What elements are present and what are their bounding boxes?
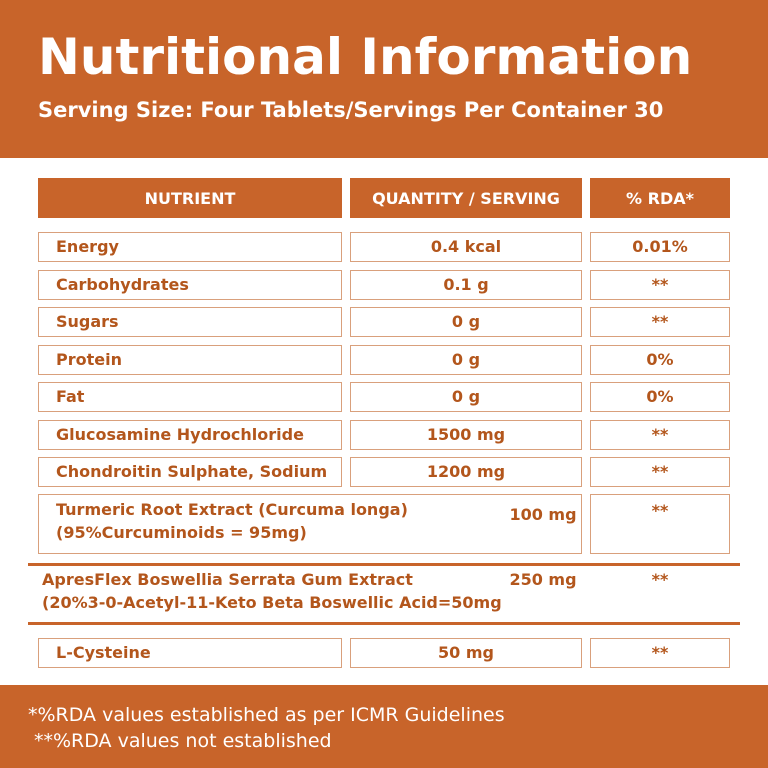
quantity: 100 mg [509, 505, 577, 524]
row-box [38, 270, 342, 300]
row-box [38, 345, 342, 375]
row-box [38, 232, 342, 262]
footnote: **%RDA values not established [34, 730, 332, 752]
nutrient: Chondroitin Sulphate, Sodium [56, 462, 328, 481]
nutrient: ApresFlex Boswellia Serrata Gum Extract … [42, 570, 502, 612]
row-box [38, 638, 342, 668]
nutrient: Turmeric Root Extract (Curcuma longa) (9… [56, 500, 408, 542]
row-box [350, 457, 582, 487]
rda: ** [651, 570, 669, 589]
quantity: 0.1 g [443, 275, 489, 294]
row-box [590, 457, 730, 487]
header-band [0, 0, 768, 158]
nutrient: Glucosamine Hydrochloride [56, 425, 304, 444]
nutrient: L-Cysteine [56, 643, 151, 662]
rda: ** [651, 462, 669, 481]
nutrient: Sugars [56, 312, 119, 331]
divider [28, 622, 740, 625]
rda: ** [651, 275, 669, 294]
row-box [350, 382, 582, 412]
row-box [350, 232, 582, 262]
quantity: 1200 mg [426, 462, 506, 481]
row-box [590, 345, 730, 375]
nutrient: Energy [56, 237, 119, 256]
quantity: 0 g [451, 387, 481, 406]
quantity: 0 g [451, 350, 481, 369]
row-box [590, 638, 730, 668]
rda: ** [651, 425, 669, 444]
rda: ** [651, 501, 669, 520]
footnote: *%RDA values established as per ICMR Gui… [28, 704, 505, 726]
row-box [350, 638, 582, 668]
title: Nutritional Information [38, 28, 693, 86]
row-box [350, 420, 582, 450]
rda: ** [651, 312, 669, 331]
row-box [38, 457, 342, 487]
row-box [590, 494, 730, 554]
divider [28, 563, 740, 566]
footer-band [0, 685, 768, 768]
row-box [590, 270, 730, 300]
row-box [590, 232, 730, 262]
row-box [590, 420, 730, 450]
row-box [590, 307, 730, 337]
rda: 0% [646, 350, 674, 369]
rda: 0% [646, 387, 674, 406]
row-box [590, 382, 730, 412]
column-header: NUTRIENT [38, 178, 342, 218]
quantity: 250 mg [509, 570, 577, 589]
nutrient: Protein [56, 350, 122, 369]
row-box [38, 494, 582, 554]
rda: ** [651, 643, 669, 662]
column-header: QUANTITY / SERVING [350, 178, 582, 218]
quantity: 0.4 kcal [430, 237, 502, 256]
quantity: 1500 mg [426, 425, 506, 444]
row-box [350, 345, 582, 375]
row-box [38, 307, 342, 337]
column-header: % RDA* [590, 178, 730, 218]
nutrient: Fat [56, 387, 85, 406]
row-box [350, 270, 582, 300]
quantity: 0 g [451, 312, 481, 331]
rda: 0.01% [632, 237, 688, 256]
row-box [38, 382, 342, 412]
nutrient: Carbohydrates [56, 275, 189, 294]
row-box [350, 307, 582, 337]
row-box [38, 420, 342, 450]
subtitle: Serving Size: Four Tablets/Servings Per … [38, 98, 664, 122]
quantity: 50 mg [438, 643, 494, 662]
